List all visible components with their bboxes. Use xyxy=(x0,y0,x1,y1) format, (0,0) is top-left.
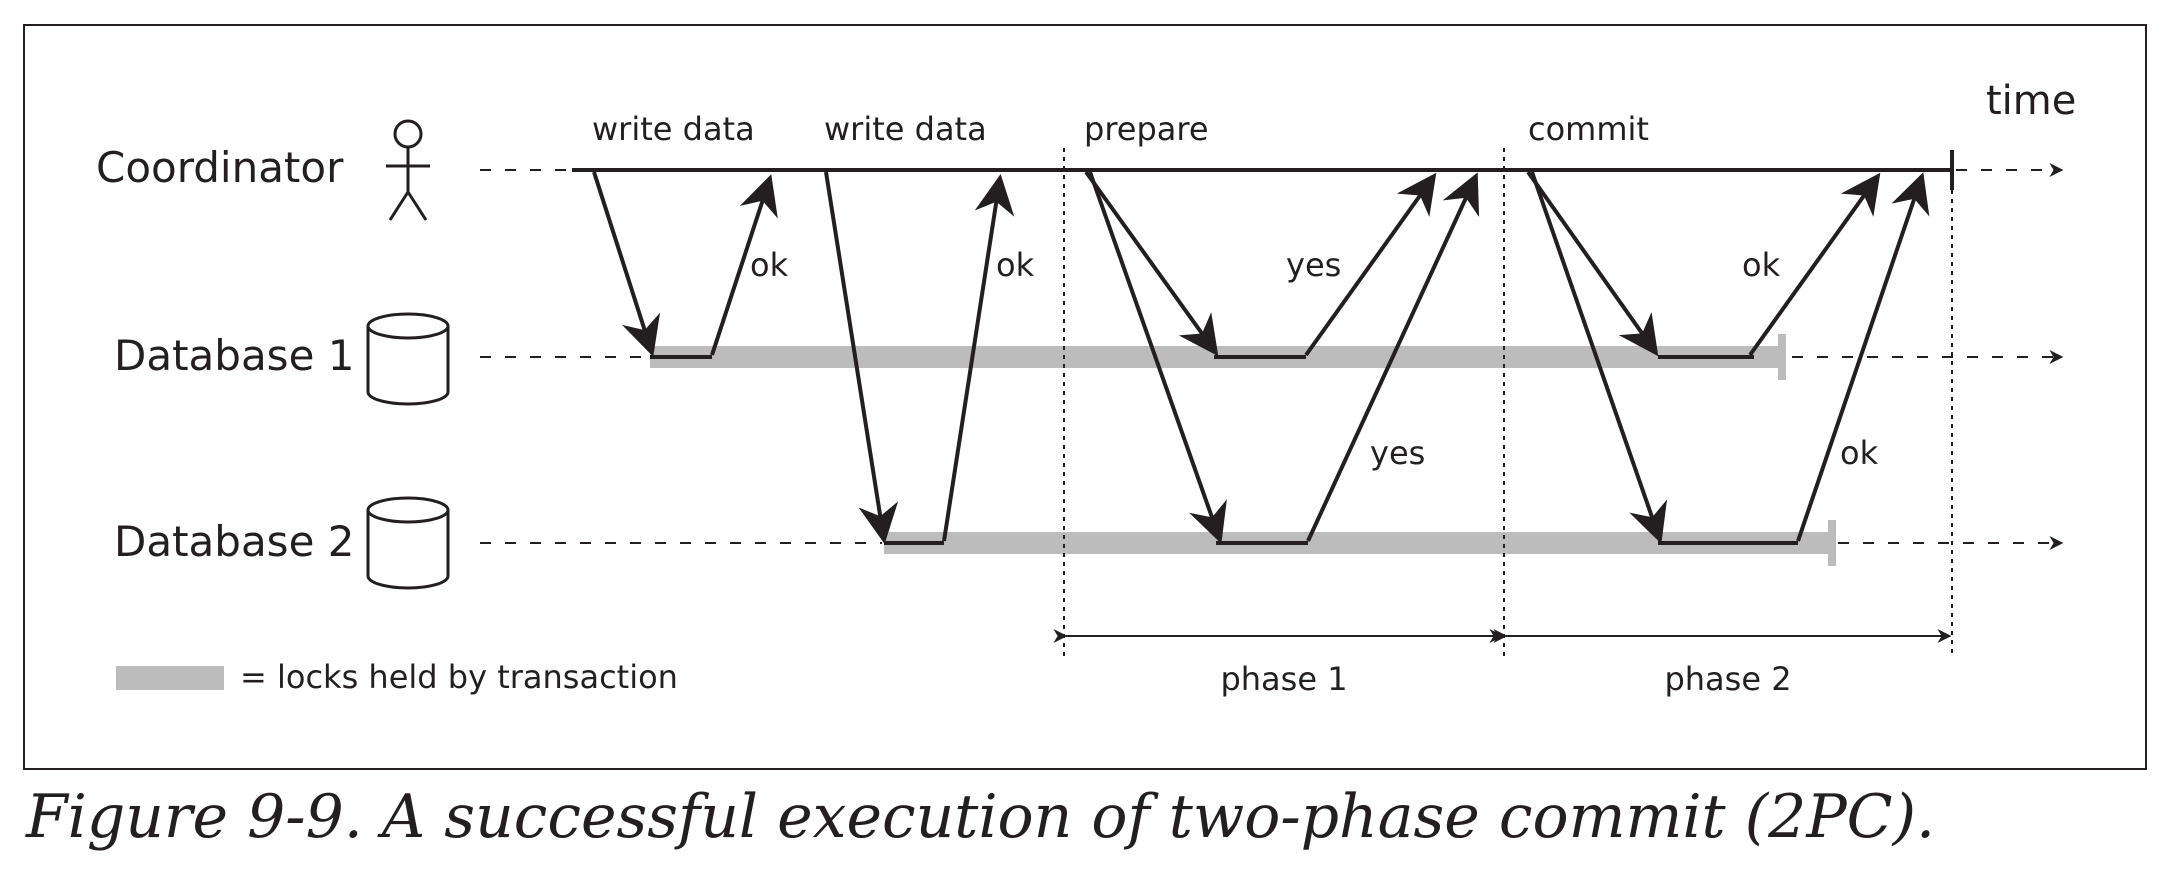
commit-db1-arrow xyxy=(1526,170,1659,357)
message-ok-1: ok xyxy=(750,246,789,284)
timelines xyxy=(480,150,2064,550)
message-write-data-2: write data xyxy=(824,110,987,148)
db1-lock-end xyxy=(1778,334,1786,380)
time-label: time xyxy=(1986,78,2076,124)
person-icon xyxy=(386,119,430,221)
lock-bars xyxy=(650,334,1836,566)
message-ok-4: ok xyxy=(1840,434,1879,472)
participant-db2-label: Database 2 xyxy=(114,517,354,566)
message-ok-2: ok xyxy=(996,246,1035,284)
ok-db1-arrow xyxy=(1748,172,1881,357)
ok-1-arrow xyxy=(710,174,778,356)
participant-db1-label: Database 1 xyxy=(114,331,354,380)
message-arrows xyxy=(592,170,1930,544)
ok-db2-arrow xyxy=(1796,172,1930,542)
phase1-label: phase 1 xyxy=(1220,660,1347,698)
message-ok-3: ok xyxy=(1742,246,1781,284)
database-icon xyxy=(366,312,450,406)
legend-label: = locks held by transaction xyxy=(240,658,678,696)
legend-swatch xyxy=(116,666,224,690)
ok-2-arrow xyxy=(942,174,1015,542)
phase2-label: phase 2 xyxy=(1664,660,1791,698)
participant-coordinator-label: Coordinator xyxy=(96,143,344,192)
write-data-1-arrow xyxy=(592,171,661,357)
prepare-db2-arrow xyxy=(1088,171,1227,544)
database-icon xyxy=(366,496,450,590)
message-prepare: prepare xyxy=(1084,110,1209,148)
diagram-frame xyxy=(23,24,2147,770)
message-commit: commit xyxy=(1528,110,1649,148)
phase-boundaries xyxy=(1063,148,1953,656)
prepare-db1-arrow xyxy=(1084,170,1219,357)
figure-caption: Figure 9-9. A successful execution of tw… xyxy=(26,782,1936,852)
db2-lock-end xyxy=(1828,520,1836,566)
db2-lock-bar xyxy=(884,532,1832,554)
message-yes-1: yes xyxy=(1286,246,1341,284)
message-yes-2: yes xyxy=(1370,434,1425,472)
commit-db2-arrow xyxy=(1530,171,1668,544)
yes-db1-arrow xyxy=(1304,172,1437,357)
write-data-2-arrow xyxy=(824,171,899,544)
yes-db2-arrow xyxy=(1306,172,1480,542)
message-write-data-1: write data xyxy=(592,110,755,148)
